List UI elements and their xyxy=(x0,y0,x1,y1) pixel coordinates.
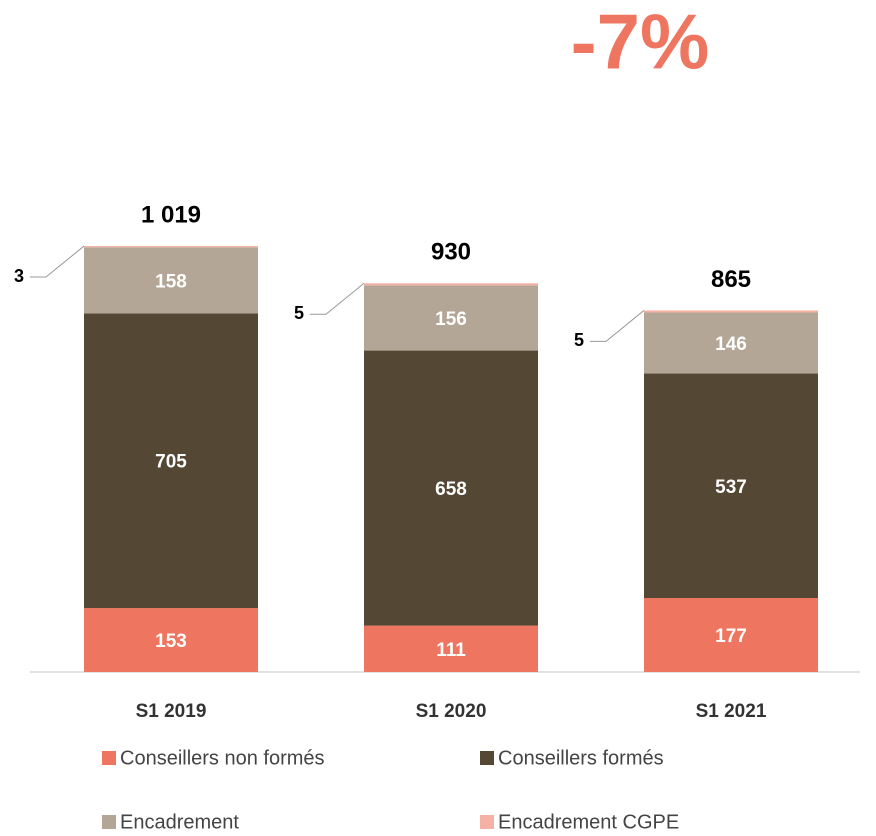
legend-label: Conseillers formés xyxy=(498,747,664,769)
segment-label: 153 xyxy=(155,631,187,652)
segment-label: 177 xyxy=(715,626,747,647)
bar-segment xyxy=(364,625,538,672)
leader-line xyxy=(590,310,645,342)
segment-label: 705 xyxy=(155,452,187,473)
bar-segment xyxy=(84,608,258,672)
bar-segment xyxy=(364,283,538,286)
bar-segment xyxy=(364,350,538,626)
legend-label: Encadrement CGPE xyxy=(498,811,679,833)
segment-label: 537 xyxy=(715,477,747,498)
segment-label: 3 xyxy=(14,266,24,286)
total-label: 865 xyxy=(711,266,751,293)
bar-segment xyxy=(84,246,258,248)
leader-line xyxy=(310,282,365,315)
x-tick-label: S1 2020 xyxy=(416,701,487,722)
annotation: -7% xyxy=(571,0,710,86)
bar-segment xyxy=(644,312,818,374)
segment-label: 658 xyxy=(435,479,467,500)
bar-segment xyxy=(644,598,818,672)
bar-segment xyxy=(84,247,258,314)
bar-segment xyxy=(364,285,538,351)
legend-swatch xyxy=(102,815,116,829)
segment-label: 146 xyxy=(715,334,747,355)
segment-label: 5 xyxy=(574,330,584,350)
leader-line xyxy=(30,245,85,278)
bar-segment xyxy=(84,313,258,609)
legend-swatch xyxy=(480,815,494,829)
segment-label: 111 xyxy=(436,640,466,661)
legend-label: Encadrement xyxy=(120,811,239,833)
legend-swatch xyxy=(480,751,494,765)
legend-swatch xyxy=(102,751,116,765)
segment-label: 158 xyxy=(155,271,187,292)
segment-label: 156 xyxy=(435,309,467,330)
bar-segment xyxy=(644,373,818,599)
bar-segment xyxy=(644,310,818,313)
total-label: 930 xyxy=(431,239,471,266)
x-tick-label: S1 2021 xyxy=(696,701,767,722)
x-tick-label: S1 2019 xyxy=(136,701,207,722)
total-label: 1 019 xyxy=(141,201,201,228)
legend-label: Conseillers non formés xyxy=(120,747,325,769)
segment-label: 5 xyxy=(294,303,304,323)
